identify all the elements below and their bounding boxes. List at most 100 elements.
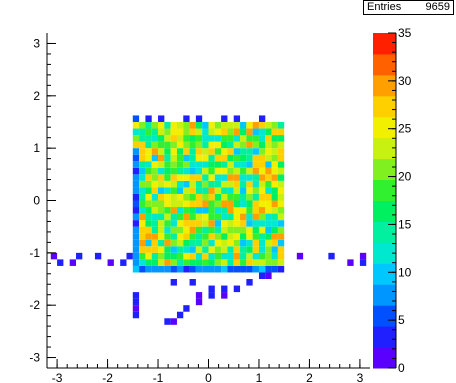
heatmap-cell xyxy=(189,265,196,273)
heatmap-cell xyxy=(277,213,285,221)
heatmap-cell xyxy=(189,200,196,208)
heatmap-cell xyxy=(132,252,140,260)
heatmap-cell xyxy=(132,265,140,273)
heatmap-cell xyxy=(258,174,266,181)
x-tick-label: -3 xyxy=(52,371,63,383)
heatmap-cell xyxy=(202,246,209,253)
heatmap-cell xyxy=(271,213,278,221)
palette-swatch xyxy=(373,53,396,76)
heatmap-cell xyxy=(227,180,234,188)
heatmap-cell xyxy=(132,207,140,214)
heatmap-cell xyxy=(183,141,190,149)
heatmap-cell xyxy=(252,154,259,162)
heatmap-cell xyxy=(164,174,171,181)
heatmap-cell xyxy=(265,239,272,247)
heatmap-cell xyxy=(233,239,241,247)
heatmap-cell xyxy=(221,154,228,162)
heatmap-cell xyxy=(246,233,253,240)
heatmap-cell xyxy=(208,252,215,260)
heatmap-cell xyxy=(277,174,285,181)
heatmap-cell xyxy=(271,226,278,234)
heatmap-cell xyxy=(233,141,241,149)
heatmap-cell xyxy=(139,174,146,181)
heatmap-cell xyxy=(240,259,247,266)
heatmap-cell xyxy=(208,285,215,293)
heatmap-cell xyxy=(202,220,209,227)
heatmap-cell xyxy=(145,233,152,240)
heatmap-cell xyxy=(176,154,184,162)
palette-swatch xyxy=(373,305,396,327)
heatmap-cell xyxy=(265,246,272,253)
palette-tick-label: 20 xyxy=(398,170,412,184)
heatmap-cell xyxy=(132,187,140,194)
heatmap-cell xyxy=(277,161,285,168)
heatmap-cell xyxy=(227,154,234,162)
heatmap-cell xyxy=(277,259,285,266)
heatmap-cell xyxy=(132,167,140,175)
heatmap-cell xyxy=(176,128,184,136)
heatmap-cell xyxy=(265,187,272,194)
heatmap-cell xyxy=(208,239,215,247)
heatmap-cell xyxy=(227,193,234,201)
heatmap-cell xyxy=(265,213,272,221)
heatmap-cell xyxy=(240,246,247,253)
heatmap-cell xyxy=(164,121,171,129)
heatmap-cell xyxy=(151,167,159,175)
heatmap-cell xyxy=(227,265,234,273)
heatmap-cell xyxy=(233,161,241,168)
heatmap-cell xyxy=(240,233,247,240)
heatmap-cell xyxy=(271,174,278,181)
heatmap-cell xyxy=(132,121,140,129)
heatmap-cell xyxy=(195,167,203,175)
heatmap-cell xyxy=(227,167,234,175)
heatmap-cell xyxy=(277,252,285,260)
heatmap-cell xyxy=(170,239,177,247)
heatmap-cell xyxy=(132,305,140,312)
heatmap-cell xyxy=(246,200,253,208)
heatmap-cell xyxy=(214,239,222,247)
heatmap-cell xyxy=(202,213,209,221)
heatmap-cell xyxy=(139,154,146,162)
heatmap-cell xyxy=(183,135,190,142)
heatmap-cell xyxy=(158,115,165,122)
heatmap-cell xyxy=(296,252,304,260)
palette-swatch xyxy=(373,95,396,118)
stats-box: Entries 9659 xyxy=(363,0,454,15)
heatmap-cell xyxy=(233,226,241,234)
palette-tick-label: 5 xyxy=(398,313,405,327)
heatmap-cell xyxy=(158,187,165,194)
heatmap-cell xyxy=(271,180,278,188)
heatmap-cell xyxy=(252,193,259,201)
heatmap-cell xyxy=(189,220,196,227)
heatmap-cell xyxy=(271,128,278,136)
heatmap-cell xyxy=(265,121,272,129)
heatmap-cell xyxy=(189,121,196,129)
heatmap-cell xyxy=(132,298,140,306)
heatmap-cell xyxy=(240,187,247,194)
heatmap-cell xyxy=(164,265,171,273)
heatmap-cell xyxy=(195,115,203,122)
heatmap-cell xyxy=(252,167,259,175)
heatmap-cell xyxy=(214,180,222,188)
heatmap-cell xyxy=(227,252,234,260)
heatmap-cell xyxy=(252,187,259,194)
heatmap-cell xyxy=(265,174,272,181)
heatmap-cell xyxy=(183,193,190,201)
heatmap-cell xyxy=(189,154,196,162)
heatmap-cell xyxy=(240,220,247,227)
heatmap-cell xyxy=(164,226,171,234)
heatmap-cell xyxy=(151,128,159,136)
heatmap-cell xyxy=(233,213,241,221)
palette-tick-label: 30 xyxy=(398,74,412,88)
heatmap-cell xyxy=(277,220,285,227)
heatmap-cell xyxy=(246,279,253,286)
heatmap-cell xyxy=(221,252,228,260)
heatmap-cell xyxy=(139,193,146,201)
heatmap-cell xyxy=(202,167,209,175)
heatmap-cell xyxy=(202,193,209,201)
heatmap-cell xyxy=(214,207,222,214)
heatmap-cell xyxy=(189,259,196,266)
stats-entries-value: 9659 xyxy=(425,1,450,13)
heatmap-cell xyxy=(170,220,177,227)
palette-swatch xyxy=(373,242,396,264)
